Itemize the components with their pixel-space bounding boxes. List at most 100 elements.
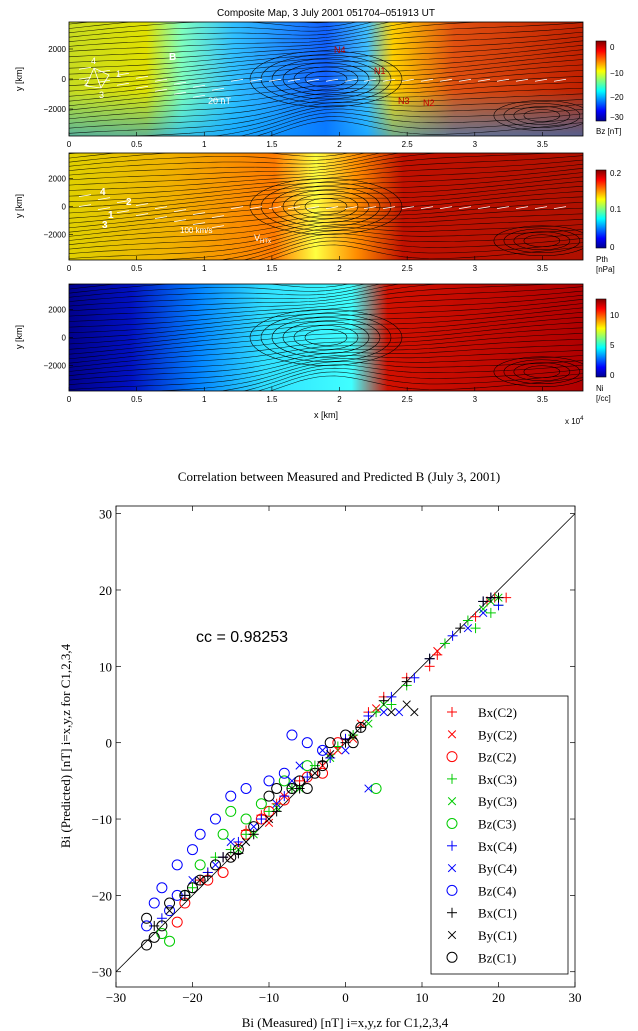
vector-arrow xyxy=(211,97,225,101)
data-point xyxy=(317,767,329,779)
data-point xyxy=(187,882,198,893)
data-point xyxy=(209,859,221,871)
scatter-y-tick-label: 20 xyxy=(99,583,112,598)
data-point xyxy=(171,916,183,928)
contour-loop xyxy=(271,58,381,100)
data-point xyxy=(187,844,198,856)
vector-arrow xyxy=(496,78,510,82)
vector-arrow xyxy=(553,78,567,82)
map-y-tick-label: −2000 xyxy=(44,362,67,371)
data-point xyxy=(309,760,320,771)
data-point xyxy=(156,920,168,932)
contour-line xyxy=(69,153,402,176)
map-x-tick-label: 0.5 xyxy=(131,264,143,273)
ni-cbar-tick: 0 xyxy=(610,371,615,380)
vector-arrow xyxy=(382,78,396,82)
data-point xyxy=(194,859,206,871)
vector-arrow xyxy=(458,78,472,82)
vector-arrow xyxy=(496,206,510,210)
data-point xyxy=(301,782,313,794)
legend-marker xyxy=(447,863,457,873)
scatter-ticks: −30 −20 −10 0 10 20 30 −30 −20 −10 0 10 20 30 xyxy=(92,506,582,1005)
map-y-tick-label: −2000 xyxy=(44,105,67,114)
data-point xyxy=(317,744,329,756)
data-point xyxy=(271,806,282,817)
contour-line xyxy=(69,303,583,345)
contour-line xyxy=(69,93,583,129)
map-x-tick-label: 2.5 xyxy=(402,395,414,404)
contour-line xyxy=(69,316,583,360)
ni-x-scale-exponent: 4 xyxy=(580,416,584,422)
pth-cbar-tick: 0.1 xyxy=(610,205,622,214)
annotation-scale-100kms: 100 km/s xyxy=(180,226,212,235)
map-x-tick-label: 1.5 xyxy=(266,395,278,404)
data-point xyxy=(263,790,275,802)
contour-loop xyxy=(271,186,381,227)
vector-arrow xyxy=(534,78,548,82)
vector-arrow xyxy=(420,78,434,82)
data-point-b xyxy=(463,624,473,633)
data-point xyxy=(226,853,235,862)
contour-line xyxy=(69,185,583,229)
vector-arrow xyxy=(192,94,206,98)
vector-arrow xyxy=(515,206,529,210)
contour-loop xyxy=(282,321,370,354)
contour-line xyxy=(269,375,583,391)
data-point xyxy=(301,760,313,772)
data-point xyxy=(240,782,252,794)
data-point xyxy=(302,772,313,783)
contour-line xyxy=(69,70,583,111)
legend-label: Bz(C2) xyxy=(478,750,516,765)
legend-items: Bx(C2) By(C2) Bz(C2) Bx(C3) By(C3) Bz(C3) Bx(C… xyxy=(446,705,517,965)
vector-arrow xyxy=(97,79,111,83)
data-point xyxy=(225,844,236,855)
data-point-b xyxy=(264,814,274,824)
data-point-b xyxy=(402,700,411,709)
data-point xyxy=(370,782,382,794)
contour-line xyxy=(257,371,583,391)
data-point xyxy=(394,707,404,717)
contour-line xyxy=(242,236,583,260)
ni-colorbar: 10 5 0 Ni [/cc] xyxy=(595,298,619,403)
ni-ylabel: y [km] xyxy=(14,325,24,349)
map-y-tick-label: −2000 xyxy=(44,231,67,240)
vector-arrow xyxy=(154,88,168,92)
data-point-b xyxy=(326,749,335,759)
data-point xyxy=(271,782,283,794)
data-point xyxy=(402,700,411,709)
data-point xyxy=(301,737,313,749)
map-x-tick-label: 2 xyxy=(337,140,342,149)
data-point xyxy=(218,852,229,863)
data-point xyxy=(363,710,374,721)
data-point xyxy=(341,746,350,755)
data-point-b xyxy=(410,707,419,717)
data-point xyxy=(194,828,206,840)
data-point-b xyxy=(341,746,350,755)
contour-line xyxy=(69,59,583,102)
data-point-b xyxy=(272,799,281,808)
annotation-scale-20nt: 20 nT xyxy=(208,96,232,106)
vector-arrow xyxy=(230,78,244,82)
map-x-tick-label: 2 xyxy=(337,264,342,273)
vector-arrow xyxy=(287,78,301,82)
legend-marker xyxy=(447,707,457,717)
data-point xyxy=(340,737,351,748)
legend-label: Bx(C2) xyxy=(478,705,517,720)
vector-arrow xyxy=(325,206,339,210)
contour-line xyxy=(69,87,583,124)
data-point xyxy=(279,791,290,802)
data-point-b xyxy=(165,906,174,915)
pth-contours xyxy=(69,153,583,260)
data-point xyxy=(401,676,412,687)
map-x-tick-label: 3.5 xyxy=(537,395,549,404)
contour-line xyxy=(69,355,583,390)
legend-box xyxy=(430,695,569,975)
contour-line xyxy=(69,153,556,186)
data-point-b xyxy=(387,707,396,717)
data-point xyxy=(371,707,382,718)
contour-line xyxy=(69,322,583,364)
contour-loop xyxy=(304,329,348,346)
data-point xyxy=(249,822,258,831)
data-point xyxy=(433,646,442,656)
contour-line xyxy=(255,116,583,136)
